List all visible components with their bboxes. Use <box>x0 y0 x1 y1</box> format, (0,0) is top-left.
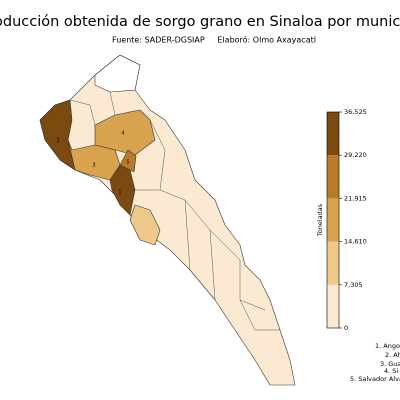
colorbar-bin <box>327 112 339 156</box>
colorbar-bin <box>327 241 339 285</box>
legend-item: 1. Ango <box>375 342 400 350</box>
colorbar-frame <box>326 111 340 329</box>
municipality-label: 3 <box>92 163 95 169</box>
municipality <box>119 149 137 173</box>
municipality <box>94 54 141 93</box>
municipality-label: 2 <box>56 138 59 144</box>
municipality-label: 4 <box>121 131 124 137</box>
colorbar-tick-label: 29,220 <box>344 151 367 159</box>
border <box>109 91 116 116</box>
municipality-label: 1 <box>118 190 121 196</box>
colorbar-tick-label: 36,525 <box>344 108 367 116</box>
border <box>239 299 266 311</box>
map-labels: 1 2 3 4 5 <box>56 131 129 196</box>
colorbar-bin <box>327 284 339 328</box>
colorbar-bin <box>327 155 339 199</box>
municipality <box>39 54 296 386</box>
colorbar-tick-label: 21,915 <box>344 194 367 202</box>
legend-item: 2. Ah <box>385 351 400 359</box>
title: oducción obtenida de sorgo grano en Sina… <box>0 14 400 30</box>
colorbar-tick-label: 7,305 <box>344 281 363 289</box>
border <box>69 99 96 126</box>
municipality-label: 5 <box>126 160 129 166</box>
state-map <box>39 54 296 386</box>
colorbar-tick-label: 0 <box>344 324 348 332</box>
colorbar: 0 7,305 14,610 21,915 29,220 36,525 <box>326 108 367 332</box>
legend-item: 5. Salvador Alva <box>350 375 400 383</box>
colorbar-bin <box>327 198 339 242</box>
municipality <box>129 204 161 246</box>
colorbar-tick-label: 14,610 <box>344 238 367 246</box>
legend-item: 3. Gua <box>380 360 400 368</box>
subtitle: Fuente: SADER-DGSIAP Elaboró: Olmo Axaya… <box>112 35 316 45</box>
legend-item: 4. Si <box>384 367 398 375</box>
colorbar-label: Toneladas <box>316 203 324 237</box>
